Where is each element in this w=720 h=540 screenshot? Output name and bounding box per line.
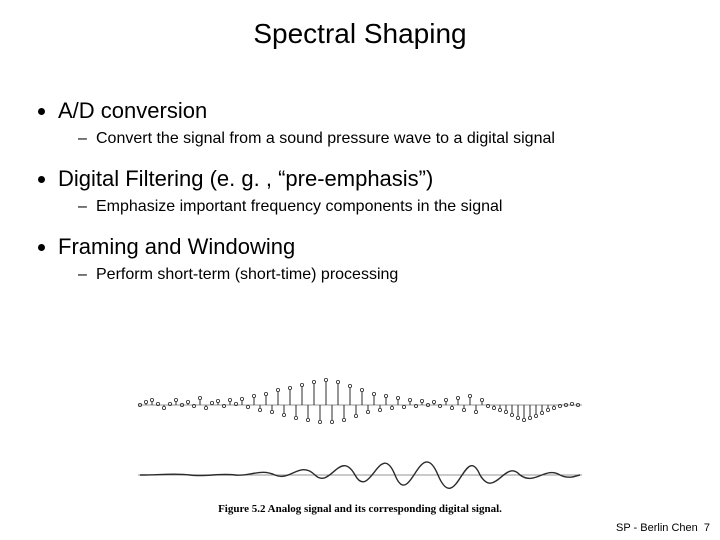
bullet-item: Framing and Windowing Perform short-term… — [58, 234, 690, 284]
figure-caption: Figure 5.2 Analog signal and its corresp… — [120, 503, 600, 515]
bullet-text: Framing and Windowing — [58, 234, 295, 259]
slide-content: A/D conversion Convert the signal from a… — [0, 60, 720, 284]
bullet-list: A/D conversion Convert the signal from a… — [30, 98, 690, 284]
slide-title: Spectral Shaping — [0, 0, 720, 60]
footer-page: 7 — [704, 522, 710, 534]
slide: Spectral Shaping A/D conversion Convert … — [0, 0, 720, 540]
bullet-text: Digital Filtering (e. g. , “pre-emphasis… — [58, 166, 433, 191]
waveform-figure: Figure 5.2 Analog signal and its corresp… — [120, 360, 600, 515]
bullet-item: Digital Filtering (e. g. , “pre-emphasis… — [58, 166, 690, 216]
sub-list: Emphasize important frequency components… — [58, 198, 690, 216]
sub-list: Convert the signal from a sound pressure… — [58, 130, 690, 148]
bullet-text: A/D conversion — [58, 98, 207, 123]
stem-plot — [138, 378, 579, 423]
sub-item: Emphasize important frequency components… — [78, 198, 690, 216]
sub-list: Perform short-term (short-time) processi… — [58, 266, 690, 284]
sub-item: Perform short-term (short-time) processi… — [78, 266, 690, 284]
footer-course: SP - Berlin Chen — [616, 522, 698, 534]
waveform-svg — [120, 360, 600, 515]
sub-item: Convert the signal from a sound pressure… — [78, 130, 690, 148]
slide-footer: SP - Berlin Chen 7 — [616, 522, 710, 534]
bullet-item: A/D conversion Convert the signal from a… — [58, 98, 690, 148]
